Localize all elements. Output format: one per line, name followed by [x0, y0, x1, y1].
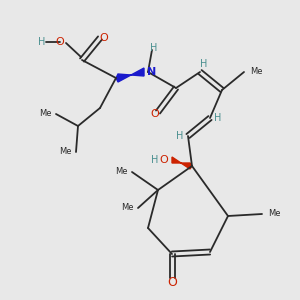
- Text: Me: Me: [250, 68, 262, 76]
- Text: O: O: [160, 155, 168, 165]
- Text: H: H: [151, 155, 158, 165]
- Polygon shape: [116, 68, 144, 82]
- Text: Me: Me: [116, 167, 128, 176]
- Text: Me: Me: [59, 148, 72, 157]
- Text: H: H: [176, 131, 184, 141]
- Text: H: H: [38, 37, 46, 47]
- Text: O: O: [100, 33, 108, 43]
- Text: Me: Me: [122, 203, 134, 212]
- Text: H: H: [150, 43, 158, 53]
- Text: Me: Me: [268, 209, 280, 218]
- Text: O: O: [56, 37, 64, 47]
- Text: H: H: [200, 59, 208, 69]
- Text: O: O: [151, 109, 159, 119]
- Text: N: N: [147, 67, 157, 77]
- Text: Me: Me: [40, 110, 52, 118]
- Text: H: H: [214, 113, 222, 123]
- Polygon shape: [172, 157, 192, 169]
- Text: O: O: [167, 277, 177, 290]
